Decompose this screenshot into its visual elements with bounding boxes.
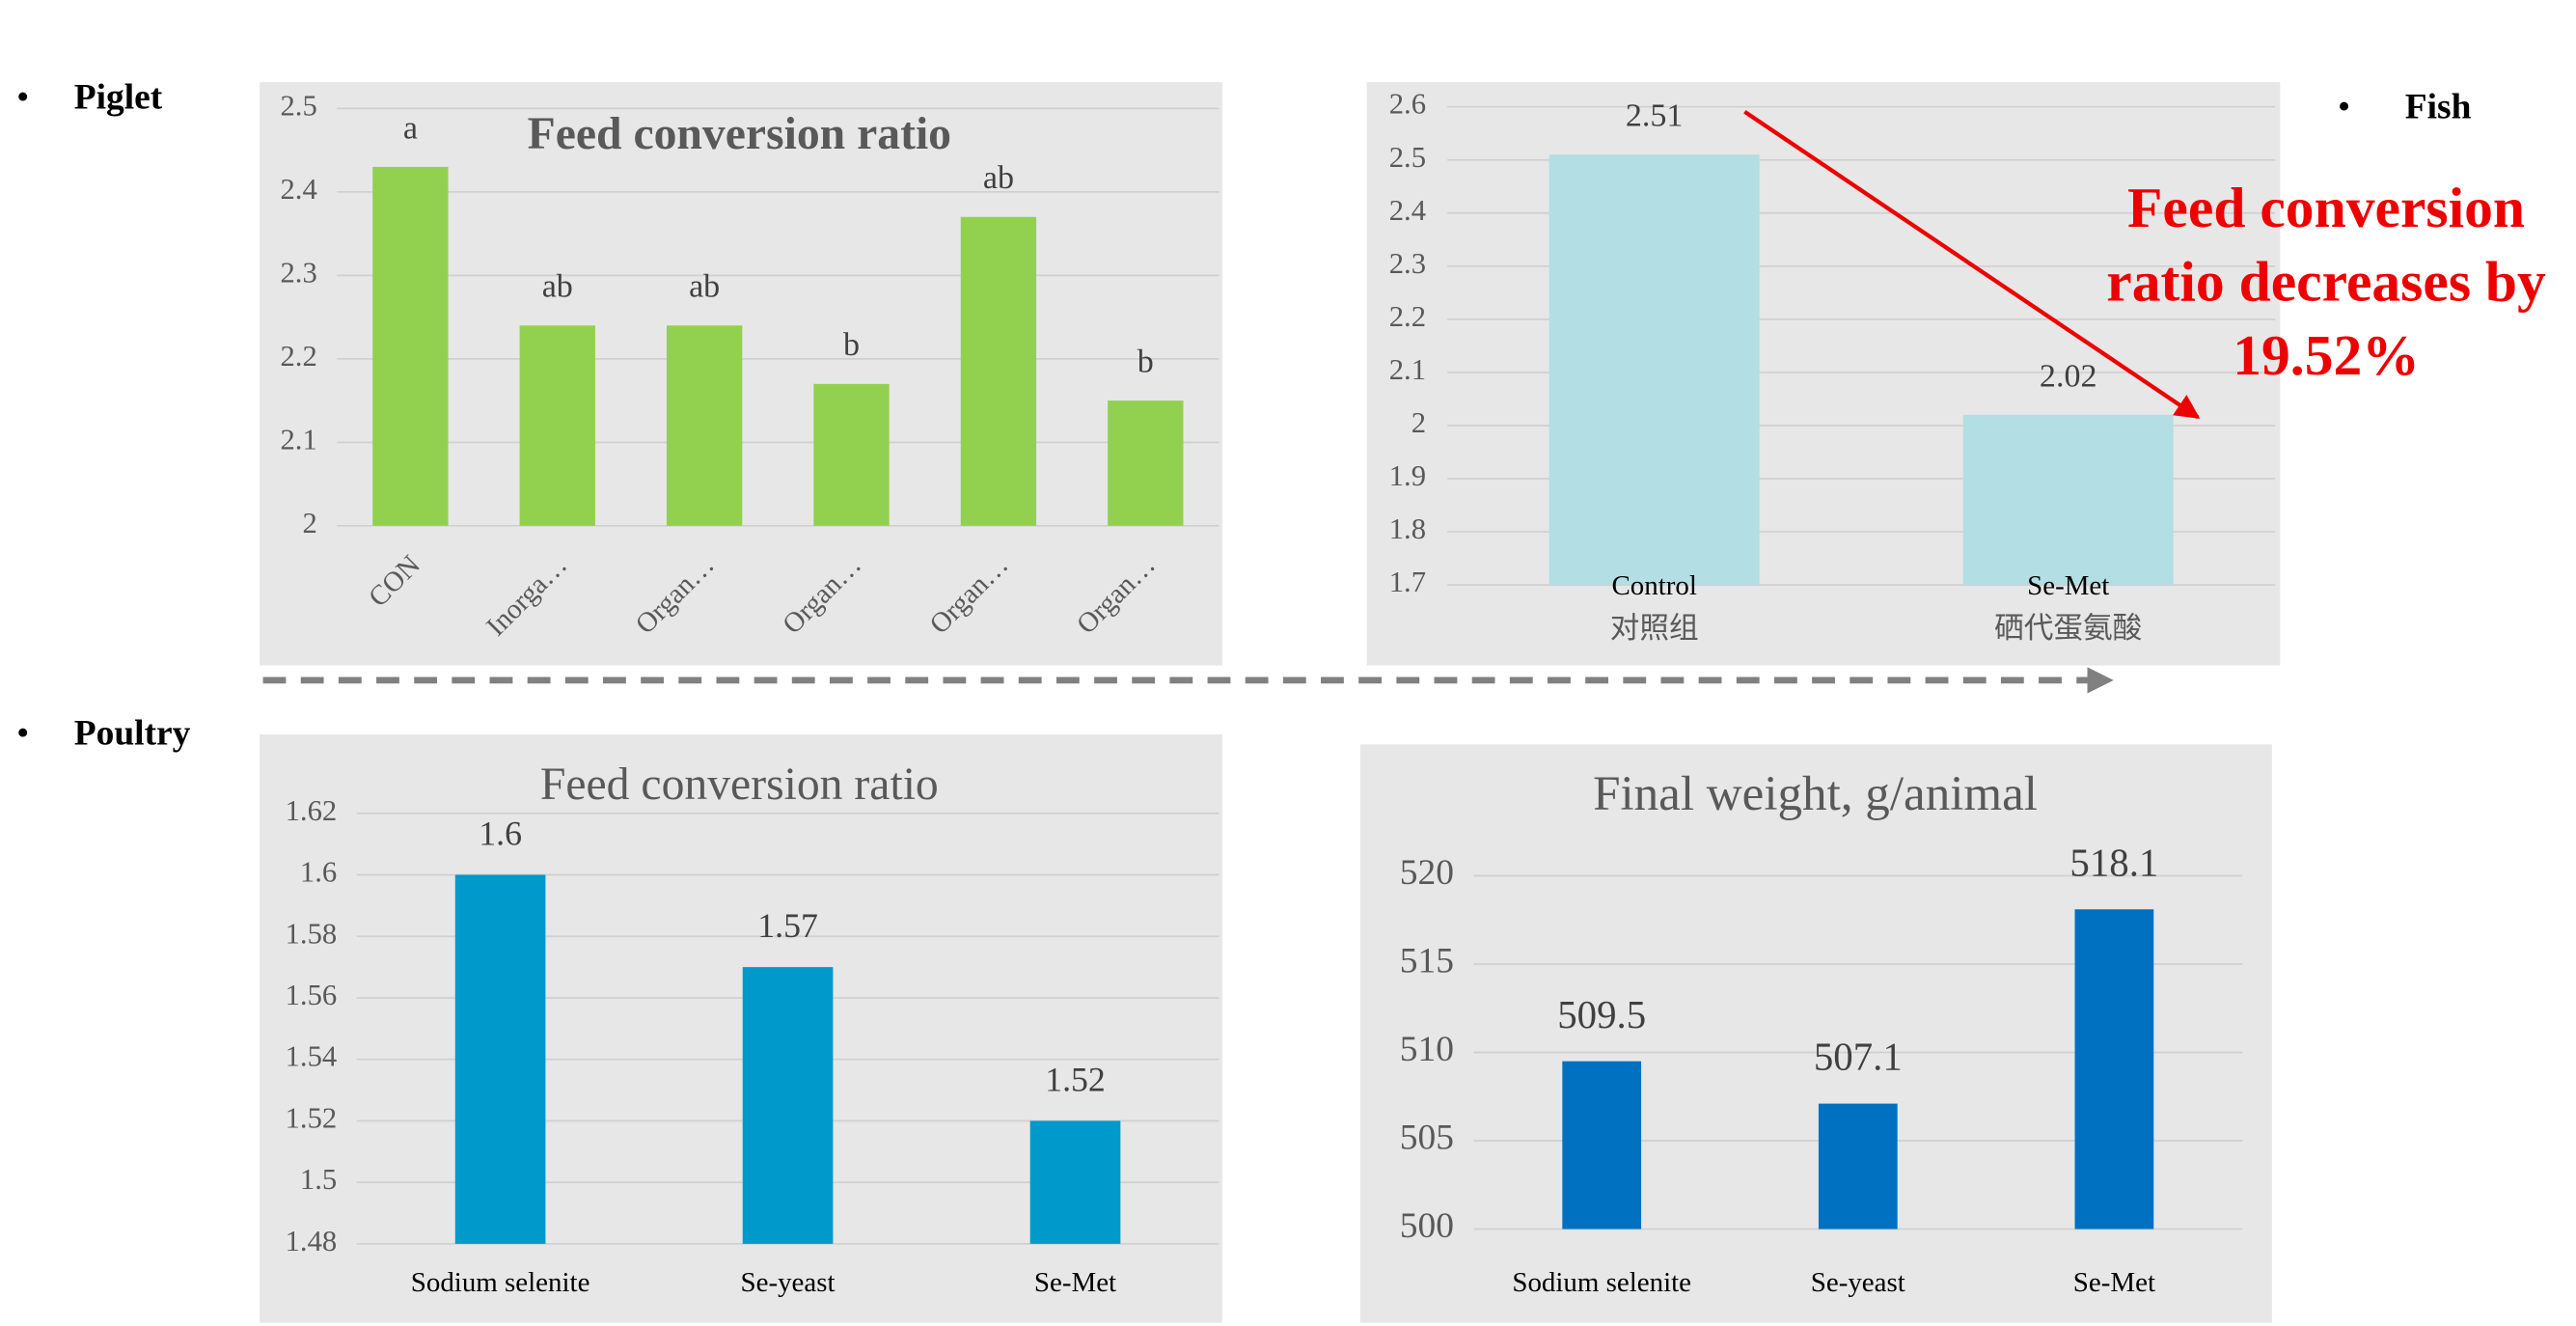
y-tick-label: 2.3 <box>1389 247 1426 280</box>
x-tick-label: Control <box>1611 570 1696 601</box>
bar <box>1818 1103 1898 1229</box>
y-tick-label: 2 <box>302 507 316 539</box>
x-tick-sublabel: 对照组 <box>1610 612 1699 645</box>
bullet: • <box>16 713 29 753</box>
y-tick-label: 2.2 <box>1389 300 1426 333</box>
bar <box>1962 414 2174 586</box>
bullet: • <box>16 77 29 117</box>
bar <box>1562 1061 1642 1229</box>
significance-label: ab <box>983 160 1014 196</box>
value-label: 518.1 <box>2069 841 2158 884</box>
y-tick-label: 1.5 <box>300 1163 337 1196</box>
x-tick-label: Se-Met <box>2073 1267 2155 1298</box>
annotation-arrow <box>1743 110 2201 420</box>
y-tick-label: 505 <box>1400 1119 1454 1158</box>
y-tick-label: 515 <box>1400 942 1454 981</box>
chart-title: Feed conversion ratio <box>540 760 939 810</box>
y-tick-label: 1.8 <box>1389 512 1426 545</box>
bar <box>813 383 890 526</box>
y-tick-label: 500 <box>1400 1206 1454 1246</box>
x-tick-label: Sodium selenite <box>411 1267 590 1298</box>
significance-label: ab <box>542 269 573 305</box>
y-tick-label: 520 <box>1400 853 1454 893</box>
section-label: Piglet <box>74 77 163 117</box>
y-tick-label: 2.5 <box>1389 141 1426 174</box>
value-label: 1.6 <box>479 815 522 853</box>
x-tick-label: Sodium selenite <box>1512 1267 1691 1298</box>
bar <box>2074 909 2154 1229</box>
y-tick-label: 2.4 <box>280 173 316 206</box>
annotation: 19.52% <box>2233 323 2420 387</box>
chart-title: Feed conversion ratio <box>528 109 951 159</box>
y-tick-label: 1.56 <box>286 979 338 1011</box>
y-tick-label: 1.9 <box>1389 459 1426 492</box>
significance-label: a <box>403 110 418 146</box>
y-tick-label: 2 <box>1411 406 1426 439</box>
y-tick-label: 1.6 <box>300 856 337 889</box>
value-label: 509.5 <box>1557 993 1646 1036</box>
y-tick-label: 1.62 <box>286 794 338 827</box>
y-tick-label: 1.7 <box>1389 566 1426 598</box>
bar <box>1108 401 1184 526</box>
value-label: 1.52 <box>1045 1060 1106 1098</box>
bar <box>742 967 834 1244</box>
x-tick-label: Se-Met <box>1034 1267 1116 1298</box>
y-tick-label: 1.48 <box>286 1225 338 1257</box>
value-label: 2.51 <box>1626 98 1684 134</box>
x-tick-label: Se-yeast <box>741 1267 836 1298</box>
x-tick-label: Se-yeast <box>1811 1267 1905 1298</box>
value-label: 2.02 <box>2040 358 2097 394</box>
y-tick-label: 2.1 <box>1389 353 1426 386</box>
y-tick-label: 2.6 <box>1389 88 1426 121</box>
x-tick-sublabel: 硒代蛋氨酸 <box>1994 612 2142 645</box>
bullet: • <box>2338 88 2350 127</box>
y-tick-label: 2.2 <box>280 340 316 373</box>
annotation: Feed conversion <box>2127 176 2525 239</box>
bar <box>960 216 1037 526</box>
y-tick-label: 1.58 <box>286 917 338 950</box>
significance-label: b <box>1137 344 1154 379</box>
value-label: 1.57 <box>757 906 818 945</box>
y-tick-label: 2.1 <box>280 423 316 456</box>
x-tick-label: Se-Met <box>2027 570 2109 601</box>
annotation: ratio decreases by <box>2106 250 2546 314</box>
bar <box>454 874 546 1244</box>
y-tick-label: 510 <box>1400 1030 1454 1069</box>
bar <box>1029 1120 1121 1244</box>
bar <box>1548 154 1760 586</box>
y-tick-label: 1.52 <box>286 1101 338 1134</box>
y-tick-label: 2.3 <box>280 256 316 289</box>
y-tick-label: 1.54 <box>286 1040 338 1073</box>
section-label: Poultry <box>74 713 191 753</box>
y-tick-label: 2.5 <box>280 89 316 122</box>
significance-label: ab <box>689 269 720 305</box>
chart-title: Final weight, g/animal <box>1593 766 2038 821</box>
significance-label: b <box>843 327 860 363</box>
bar <box>519 325 595 526</box>
y-tick-label: 2.4 <box>1389 194 1426 227</box>
value-label: 507.1 <box>1814 1036 1903 1079</box>
section-label: Fish <box>2405 88 2472 127</box>
bar <box>666 325 743 526</box>
bar <box>372 166 449 526</box>
